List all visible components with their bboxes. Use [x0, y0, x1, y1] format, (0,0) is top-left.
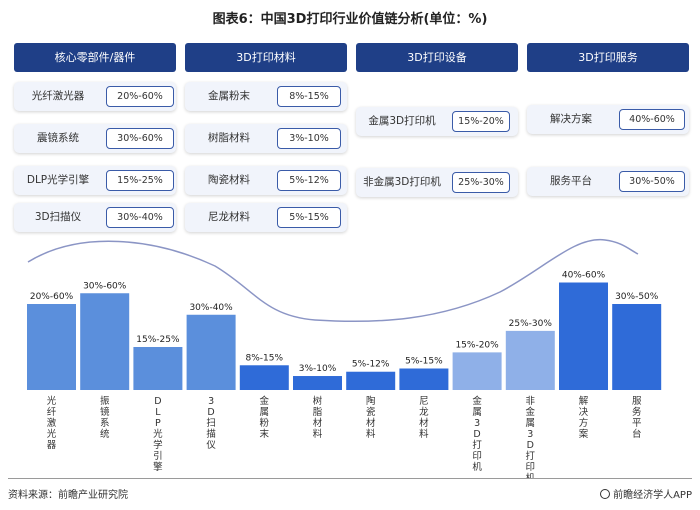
bar-value-label: 30%-50% [615, 292, 659, 302]
bar-value-label: 8%-15% [246, 353, 284, 363]
bar [80, 293, 130, 390]
bar [612, 304, 662, 390]
value-chain-item: 金属3D打印机 15%-20% [356, 107, 518, 136]
bar-value-label: 15%-25% [136, 335, 180, 345]
chart-title: 图表6：中国3D打印行业价值链分析(单位：%) [212, 12, 488, 27]
item-label: 光纤激光器 [31, 90, 85, 102]
bar-value-label: 3%-10% [299, 364, 337, 374]
category-label: 树脂材料 [313, 395, 323, 440]
category-label: 服务平台 [632, 396, 642, 440]
item-label: 服务平台 [550, 175, 592, 187]
item-label: 金属粉末 [208, 90, 250, 102]
bar [27, 304, 76, 390]
bar-value-label: 15%-20% [455, 340, 499, 350]
category-label: 解决方案 [579, 395, 589, 440]
item-label: 陶瓷材料 [208, 174, 250, 186]
bar-value-label: 5%-15% [405, 357, 443, 367]
column-header: 3D打印材料 [185, 43, 347, 72]
brand-logo-icon [600, 489, 611, 499]
item-value-badge: 3%-10% [277, 128, 341, 149]
bar-value-label: 20%-60% [30, 292, 74, 302]
item-value-badge: 15%-20% [452, 111, 510, 132]
item-label: 金属3D打印机 [368, 115, 436, 127]
column-header: 3D打印服务 [527, 43, 689, 72]
value-chain-item: 陶瓷材料 5%-12% [185, 166, 347, 195]
value-chain-item: DLP光学引擎 15%-25% [14, 166, 176, 195]
item-label: DLP光学引擎 [26, 174, 90, 186]
bar [505, 330, 555, 390]
bar [346, 371, 396, 390]
category-label: 尼龙材料 [419, 396, 429, 440]
bar [239, 365, 289, 390]
value-chain-item: 光纤激光器 20%-60% [14, 82, 176, 111]
item-value-badge: 5%-12% [277, 170, 341, 191]
item-value-badge: 30%-60% [106, 128, 174, 149]
category-label: 金属 3 D 打印机 [472, 395, 482, 473]
category-label: 陶瓷材料 [366, 395, 376, 440]
value-chain-item: 震镜系统 30%-60% [14, 124, 176, 153]
value-chain-item: 3D扫描仪 30%-40% [14, 203, 176, 232]
value-chain-item: 金属粉末 8%-15% [185, 82, 347, 111]
value-chain-item: 非金属3D打印机 25%-30% [356, 168, 518, 197]
item-label: 震镜系统 [37, 132, 79, 144]
bar-value-label: 5%-12% [352, 360, 390, 370]
item-label: 解决方案 [550, 113, 592, 125]
bar [452, 352, 502, 390]
column-header: 3D打印设备 [356, 43, 518, 72]
category-label: 振镜系统 [100, 395, 110, 440]
bar-value-label: 40%-60% [562, 271, 606, 281]
category-label: D L P 光学引擎 [153, 396, 163, 473]
item-label: 非金属3D打印机 [363, 176, 441, 188]
item-value-badge: 30%-50% [619, 171, 685, 192]
bar-value-label: 30%-60% [83, 281, 127, 291]
category-label: 光纤激光器 [47, 395, 57, 451]
bar [559, 282, 608, 390]
item-value-badge: 20%-60% [106, 86, 174, 107]
category-label: 3 D 扫描仪 [206, 396, 216, 451]
value-chain-item: 解决方案 40%-60% [527, 105, 689, 134]
bar [133, 347, 183, 390]
item-value-badge: 25%-30% [452, 172, 510, 193]
value-chain-item: 树脂材料 3%-10% [185, 124, 347, 153]
bar-value-label: 25%-30% [509, 319, 553, 329]
item-label: 尼龙材料 [208, 211, 250, 223]
value-chain-item: 尼龙材料 5%-15% [185, 203, 347, 232]
bar-chart: 20%-60% 光纤激光器 30%-60% 振镜系统 15%-25% D L P 光学引擎 30%… [27, 238, 662, 478]
bar [186, 314, 236, 390]
item-value-badge: 30%-40% [106, 207, 174, 228]
brand-label: 前瞻经济学人APP [613, 490, 692, 501]
item-value-badge: 15%-25% [106, 170, 174, 191]
bar [399, 368, 449, 390]
category-label: 非金属3D打印机 [526, 395, 536, 478]
bar [293, 376, 342, 390]
brand-credit: 前瞻经济学人APP [600, 486, 692, 501]
source-note: 资料来源：前瞻产业研究院 [8, 490, 128, 501]
item-value-badge: 8%-15% [277, 86, 341, 107]
item-label: 树脂材料 [208, 132, 250, 144]
bar-value-label: 30%-40% [189, 303, 233, 313]
item-value-badge: 40%-60% [619, 109, 685, 130]
footer-divider [8, 478, 692, 479]
category-label: 金属粉末 [260, 395, 270, 440]
value-chain-item: 服务平台 30%-50% [527, 167, 689, 196]
column-header: 核心零部件/器件 [14, 43, 176, 72]
value-trend-curve [27, 238, 639, 323]
item-value-badge: 5%-15% [277, 207, 341, 228]
item-label: 3D扫描仪 [34, 211, 82, 223]
